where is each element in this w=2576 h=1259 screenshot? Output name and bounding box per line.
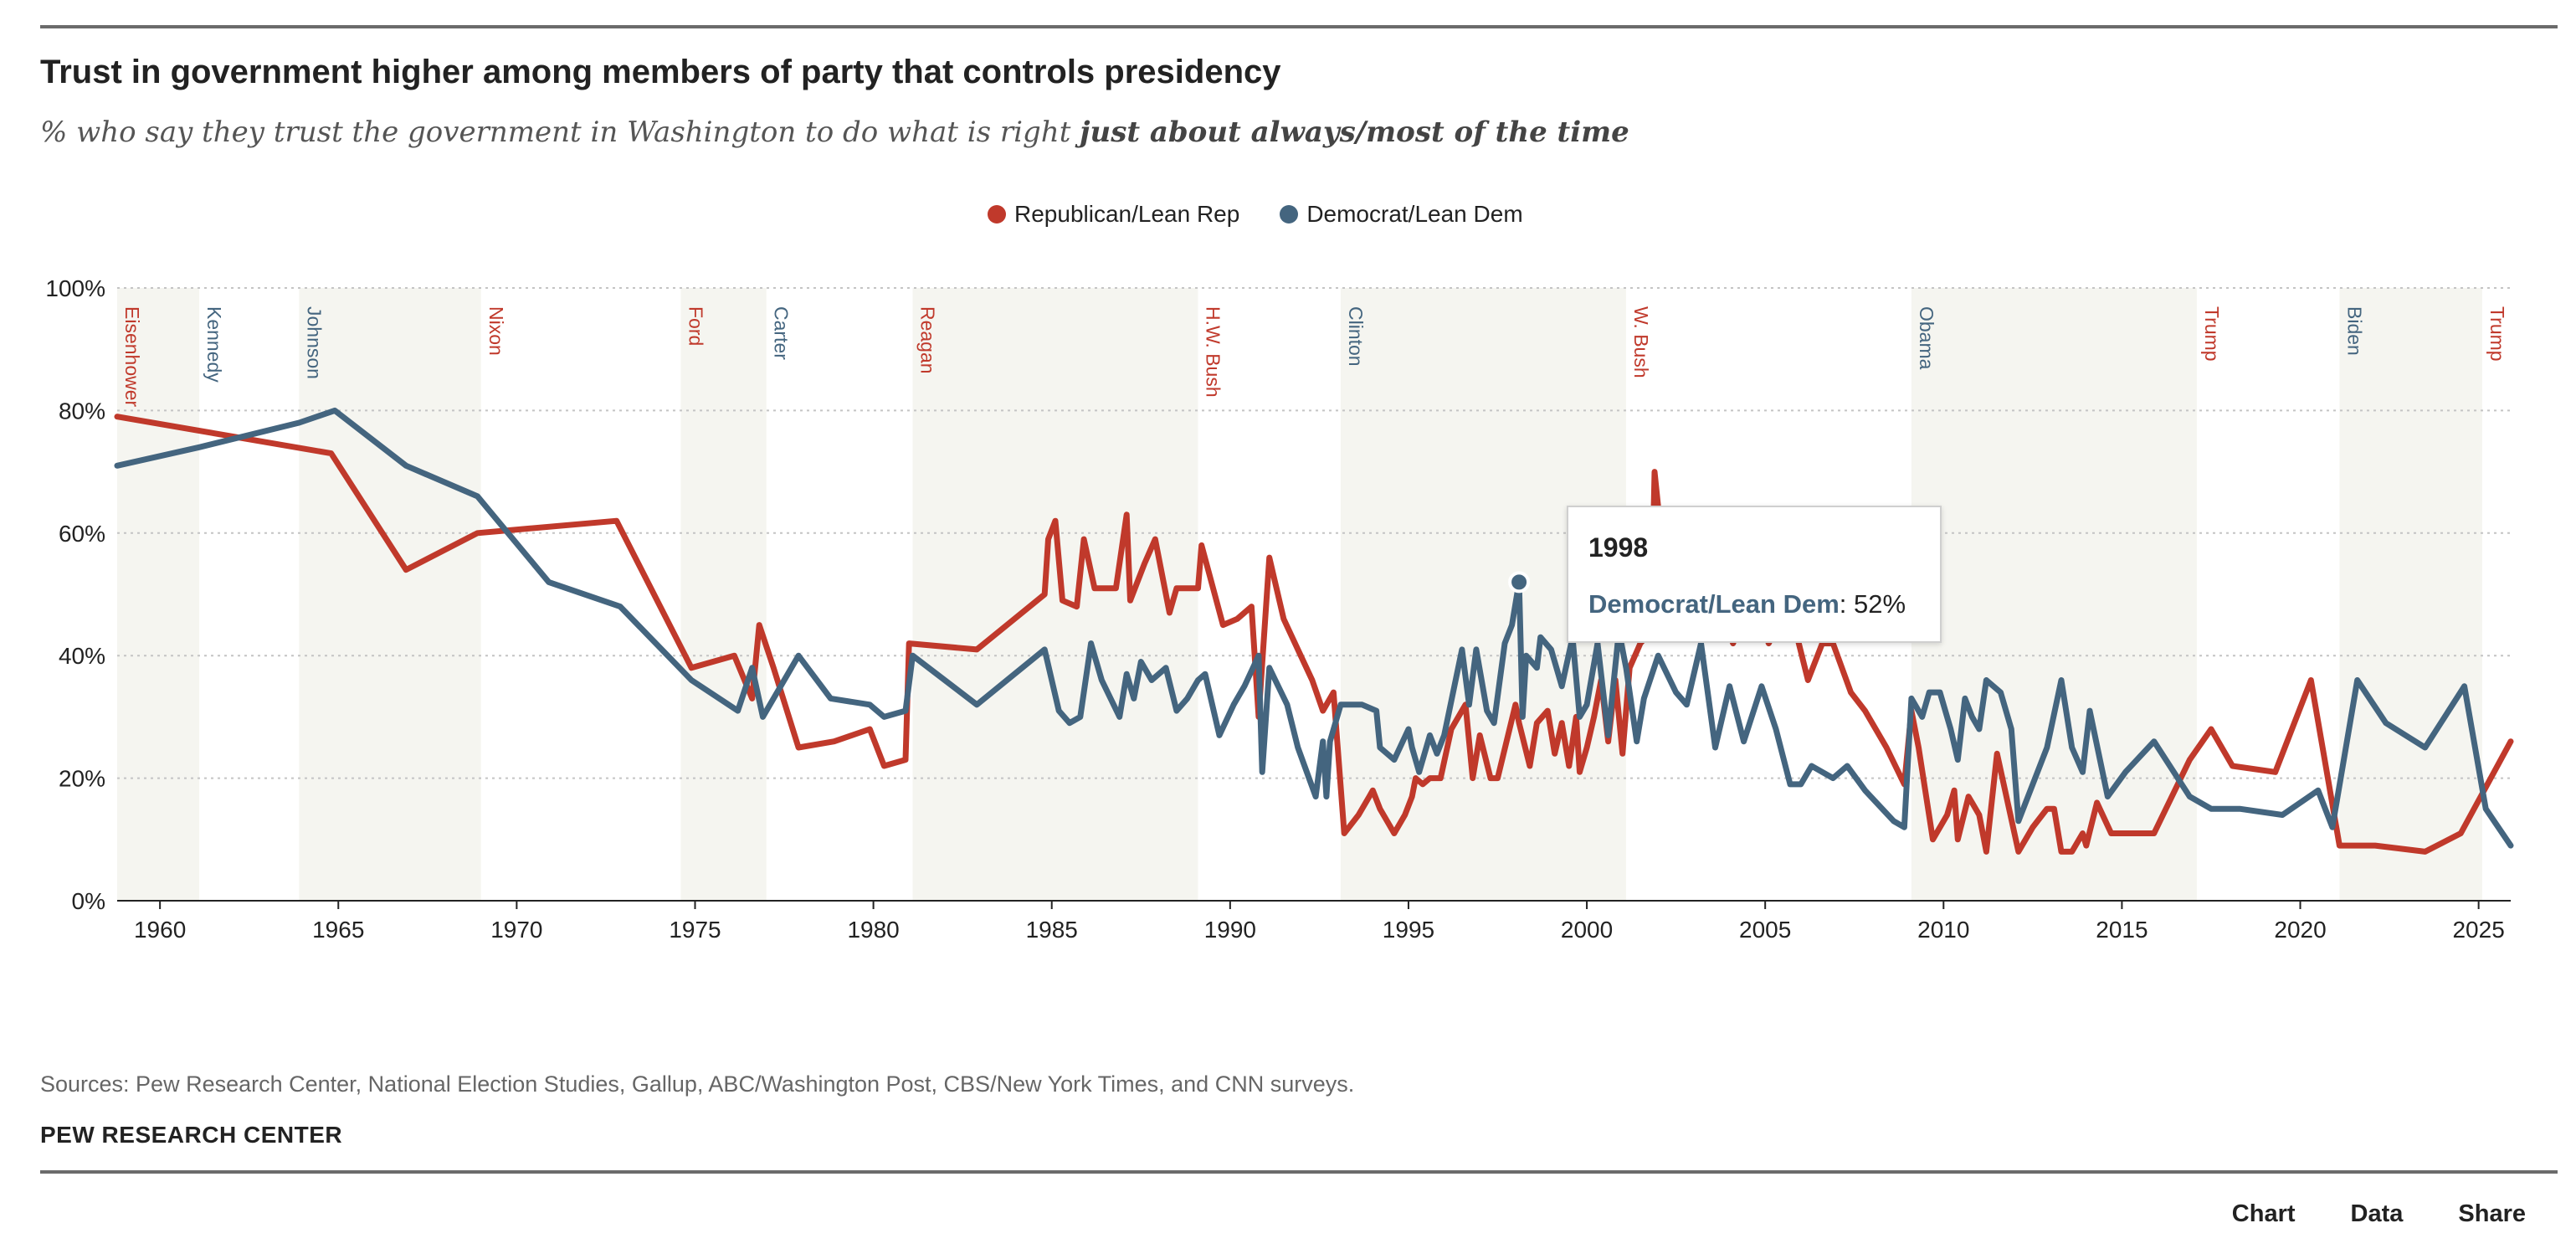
x-tick-label: 1960 bbox=[134, 917, 186, 943]
tooltip-series-name: Democrat/Lean Dem bbox=[1588, 589, 1840, 619]
presidency-label: Obama bbox=[1916, 306, 1937, 370]
x-tick-label: 2025 bbox=[2452, 917, 2504, 943]
presidency-label: Nixon bbox=[485, 306, 507, 356]
y-tick-label: 40% bbox=[59, 643, 105, 669]
series-line bbox=[114, 414, 2514, 855]
tooltip-year: 1998 bbox=[1588, 532, 1649, 563]
chart-subtitle: % who say they trust the government in W… bbox=[40, 116, 1629, 149]
presidency-band bbox=[680, 288, 767, 901]
tooltip-value: 52% bbox=[1854, 589, 1906, 619]
tooltip-row: Democrat/Lean Dem: 52% bbox=[1588, 589, 1906, 619]
tooltip-separator: : bbox=[1839, 589, 1855, 619]
y-tick-label: 80% bbox=[59, 398, 105, 424]
tooltip: 1998 Democrat/Lean Dem: 52% bbox=[1567, 506, 1942, 643]
y-tick-label: 0% bbox=[72, 888, 105, 914]
source-note: Sources: Pew Research Center, National E… bbox=[40, 1071, 1355, 1097]
x-tick-label: 1965 bbox=[312, 917, 364, 943]
presidency-label: H.W. Bush bbox=[1202, 306, 1224, 398]
presidency-label: Reagan bbox=[916, 306, 938, 374]
legend-label-republican: Republican/Lean Rep bbox=[1014, 201, 1240, 227]
presidency-label: Ford bbox=[685, 306, 706, 346]
x-tick-label: 2020 bbox=[2274, 917, 2326, 943]
legend-dot-democrat bbox=[1280, 205, 1299, 224]
presidency-label: Trump bbox=[2201, 306, 2223, 362]
tab-data[interactable]: Data bbox=[2350, 1200, 2404, 1227]
legend-item-republican[interactable]: Republican/Lean Rep bbox=[988, 201, 1239, 228]
highlight-point bbox=[1508, 571, 1531, 594]
presidency-band bbox=[299, 288, 481, 901]
legend-label-democrat: Democrat/Lean Dem bbox=[1306, 201, 1523, 227]
bottom-rule bbox=[40, 1170, 2558, 1174]
x-tick-label: 1985 bbox=[1026, 917, 1078, 943]
presidency-label: Kennedy bbox=[203, 306, 225, 383]
presidency-label: Biden bbox=[2343, 306, 2365, 356]
presidency-label: Trump bbox=[2486, 306, 2508, 362]
y-tick-label: 20% bbox=[59, 766, 105, 792]
legend-dot-republican bbox=[988, 205, 1006, 224]
footer-tabs: Chart Data Share bbox=[2232, 1200, 2526, 1228]
x-tick-label: 1980 bbox=[847, 917, 899, 943]
x-tick-label: 1975 bbox=[669, 917, 721, 943]
top-rule bbox=[40, 25, 2558, 28]
subtitle-text: % who say they trust the government in W… bbox=[40, 116, 1080, 149]
chart-title: Trust in government higher among members… bbox=[40, 54, 1281, 90]
x-tick-label: 1995 bbox=[1383, 917, 1434, 943]
x-tick-label: 2010 bbox=[1917, 917, 1969, 943]
legend: Republican/Lean Rep Democrat/Lean Dem bbox=[988, 201, 1523, 228]
presidency-band bbox=[1911, 288, 2197, 901]
presidency-band bbox=[117, 288, 200, 901]
presidency-label: Johnson bbox=[303, 306, 325, 379]
x-tick-label: 1970 bbox=[490, 917, 542, 943]
presidency-label: W. Bush bbox=[1630, 306, 1652, 378]
y-tick-label: 60% bbox=[59, 521, 105, 547]
x-tick-label: 2005 bbox=[1739, 917, 1791, 943]
legend-item-democrat[interactable]: Democrat/Lean Dem bbox=[1280, 201, 1523, 228]
line-chart[interactable]: 0% 20% 40% 60% 80% 100% 1960 1965 1970 1975 1980 19… bbox=[0, 0, 2576, 1038]
presidency-label: Carter bbox=[771, 306, 793, 360]
series-line bbox=[114, 407, 2514, 849]
tab-chart[interactable]: Chart bbox=[2231, 1200, 2296, 1227]
y-tick-label: 100% bbox=[45, 275, 105, 301]
presidency-label: Eisenhower bbox=[121, 306, 143, 408]
presidency-label: Clinton bbox=[1345, 306, 1367, 367]
brand-name: PEW RESEARCH CENTER bbox=[40, 1122, 343, 1148]
x-tick-label: 2000 bbox=[1561, 917, 1613, 943]
presidency-band bbox=[2339, 288, 2482, 901]
subtitle-emphasis: just about always/most of the time bbox=[1080, 116, 1629, 149]
tab-share[interactable]: Share bbox=[2458, 1200, 2526, 1227]
x-tick-label: 1990 bbox=[1204, 917, 1256, 943]
presidency-band bbox=[912, 288, 1198, 901]
x-tick-label: 2015 bbox=[2096, 917, 2148, 943]
